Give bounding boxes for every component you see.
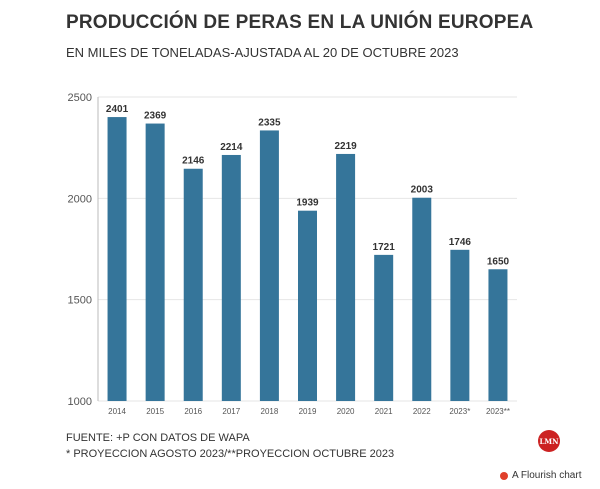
bar[interactable]	[412, 197, 432, 401]
chart-footer: FUENTE: +P CON DATOS DE WAPA * PROYECCIO…	[66, 430, 394, 462]
flourish-icon	[500, 471, 508, 480]
source-note: FUENTE: +P CON DATOS DE WAPA	[66, 432, 250, 444]
x-tick-label: 2019	[299, 407, 317, 416]
y-tick-label: 1000	[68, 396, 92, 408]
bar[interactable]	[221, 154, 241, 401]
x-tick-label: 2018	[261, 407, 279, 416]
flourish-credit-label: A Flourish chart	[512, 470, 582, 481]
bar[interactable]	[183, 168, 203, 401]
y-tick-label: 2000	[68, 193, 92, 205]
x-tick-label: 2022	[413, 407, 431, 416]
x-tick-label: 2014	[108, 407, 126, 416]
lmn-logo: LMN	[538, 430, 560, 452]
chart-title: PRODUCCIÓN DE PERAS EN LA UNIÓN EUROPEA	[66, 12, 534, 33]
flourish-credit[interactable]: A Flourish chart	[500, 470, 581, 481]
x-tick-label: 2020	[337, 407, 355, 416]
x-tick-label: 2023*	[449, 407, 470, 416]
bar[interactable]	[107, 117, 127, 402]
bar[interactable]	[298, 210, 317, 401]
data-label: 2214	[220, 142, 243, 153]
data-label: 2335	[258, 117, 281, 128]
bar[interactable]	[488, 269, 508, 401]
x-tick-label: 2017	[222, 407, 240, 416]
bar[interactable]	[145, 123, 165, 402]
data-label: 1939	[296, 198, 319, 209]
bar[interactable]	[450, 249, 470, 401]
x-tick-label: 2016	[184, 407, 202, 416]
chart-subtitle: EN MILES DE TONELADAS-AJUSTADA AL 20 DE …	[66, 45, 459, 60]
data-label: 1650	[487, 256, 510, 267]
data-label: 1721	[373, 242, 396, 253]
bar[interactable]	[336, 153, 356, 401]
x-tick-label: 2023**	[486, 407, 510, 416]
x-tick-label: 2015	[146, 407, 164, 416]
data-label: 2003	[411, 185, 434, 196]
bars: 2401 2014 2369 2015 2146 2016 2214 2017 2335 2018…	[106, 104, 510, 416]
data-label: 1746	[449, 237, 472, 248]
y-tick-label: 2500	[68, 92, 92, 104]
bar[interactable]	[374, 254, 394, 401]
bar[interactable]	[259, 130, 279, 401]
projection-note: * PROYECCION AGOSTO 2023/**PROYECCION OC…	[66, 448, 395, 460]
data-label: 2219	[334, 141, 357, 152]
x-tick-label: 2021	[375, 407, 393, 416]
data-label: 2401	[106, 104, 129, 115]
grid-lines: 1000 1500 2000 2500	[68, 92, 517, 408]
y-tick-label: 1500	[68, 295, 92, 307]
data-label: 2146	[182, 156, 205, 167]
data-label: 2369	[144, 111, 167, 122]
